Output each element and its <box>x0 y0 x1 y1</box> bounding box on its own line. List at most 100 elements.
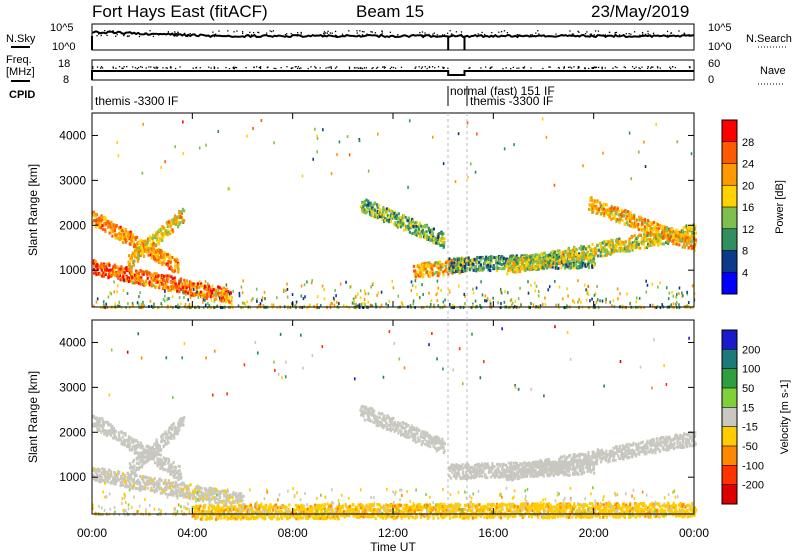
power-cell <box>165 282 168 286</box>
velocity-cell <box>144 482 147 486</box>
power-cell <box>421 283 423 287</box>
power-cell <box>636 226 640 230</box>
power-cell <box>333 298 336 302</box>
velocity-cell <box>127 435 131 439</box>
velocity-cell <box>157 485 161 489</box>
velocity-cell <box>96 478 99 482</box>
power-cell <box>105 268 108 272</box>
power-cell <box>589 299 591 303</box>
power-cell <box>672 294 675 298</box>
power-cell <box>359 289 362 293</box>
power-cell <box>646 242 650 246</box>
power-cell <box>128 262 131 266</box>
power-cell <box>397 220 400 224</box>
power-cell <box>581 254 584 258</box>
power-cell <box>555 303 557 307</box>
power-cell <box>489 269 492 273</box>
power-cell <box>544 296 546 300</box>
velocity-cell <box>117 470 120 474</box>
power-cell <box>424 236 427 240</box>
power-cell <box>590 196 593 200</box>
noise-search-point <box>506 32 509 34</box>
power-cell <box>557 266 560 270</box>
power-cell <box>207 301 209 305</box>
nave-point <box>157 66 159 69</box>
power-cell <box>675 237 678 241</box>
velocity-cell <box>178 419 181 423</box>
power-cell <box>535 265 538 269</box>
power-cell <box>166 298 169 302</box>
power-cell <box>213 297 216 301</box>
power-cell <box>121 228 124 232</box>
power-cell <box>590 253 593 257</box>
nave-point <box>99 67 102 69</box>
velocity-cell <box>148 454 151 458</box>
power-cell <box>641 219 644 223</box>
power-cell <box>120 306 123 310</box>
power-cell <box>330 301 332 305</box>
power-cell <box>546 256 549 260</box>
velocity-cell <box>150 478 153 482</box>
nave-point <box>516 67 518 69</box>
nave-point <box>490 66 492 69</box>
power-cell <box>206 306 209 310</box>
power-cell <box>530 255 534 259</box>
power-cell <box>453 261 456 265</box>
power-cell <box>372 203 375 207</box>
power-cell <box>348 153 351 157</box>
power-cell <box>159 278 163 282</box>
velocity-cell <box>110 426 113 430</box>
velocity-cell <box>124 479 128 483</box>
power-cell <box>100 268 103 272</box>
power-cell <box>113 268 116 272</box>
power-cell <box>588 203 591 207</box>
power-cell <box>651 243 654 247</box>
power-cell <box>128 260 131 264</box>
power-cell <box>598 201 602 205</box>
power-cell <box>520 264 524 268</box>
power-cell <box>153 235 156 239</box>
power-cell <box>122 275 125 279</box>
noise-search-point <box>577 30 579 33</box>
power-cell <box>424 232 428 236</box>
noise-search-point <box>608 34 610 37</box>
power-cell <box>686 239 689 243</box>
velocity-cell <box>112 436 115 440</box>
nave-point <box>578 67 580 69</box>
power-cell <box>596 254 600 258</box>
power-cell <box>561 297 564 301</box>
velocity-cell <box>152 481 156 485</box>
power-cell <box>365 210 368 214</box>
power-cell <box>381 217 384 221</box>
power-cell <box>187 285 190 289</box>
power-cell <box>479 303 481 307</box>
velocity-cell <box>170 481 173 485</box>
power-cell <box>151 276 154 280</box>
velocity-cell <box>110 474 113 478</box>
velocity-cell <box>164 459 168 463</box>
power-cell <box>197 290 200 294</box>
noise-search-point <box>672 34 674 37</box>
power-cell <box>503 147 506 151</box>
velocity-cell <box>139 446 142 450</box>
velocity-cell <box>100 479 103 483</box>
velocity-cell <box>141 457 144 461</box>
power-cell <box>104 230 107 234</box>
power-cell <box>399 216 402 220</box>
power-cell <box>202 300 204 304</box>
power-cell <box>574 262 577 266</box>
power-cell <box>154 258 157 262</box>
power-cell <box>539 260 542 264</box>
power-cell <box>164 160 166 164</box>
power-cell <box>497 301 499 305</box>
nave-point <box>145 67 147 69</box>
power-cell <box>623 249 626 253</box>
velocity-cell <box>164 430 167 434</box>
power-cell <box>629 243 632 247</box>
power-cell <box>364 302 366 306</box>
velocity-cell <box>164 482 168 486</box>
power-cell <box>572 259 576 263</box>
velocity-cell <box>161 433 164 437</box>
nave-point <box>156 67 158 70</box>
power-cell <box>168 256 171 260</box>
